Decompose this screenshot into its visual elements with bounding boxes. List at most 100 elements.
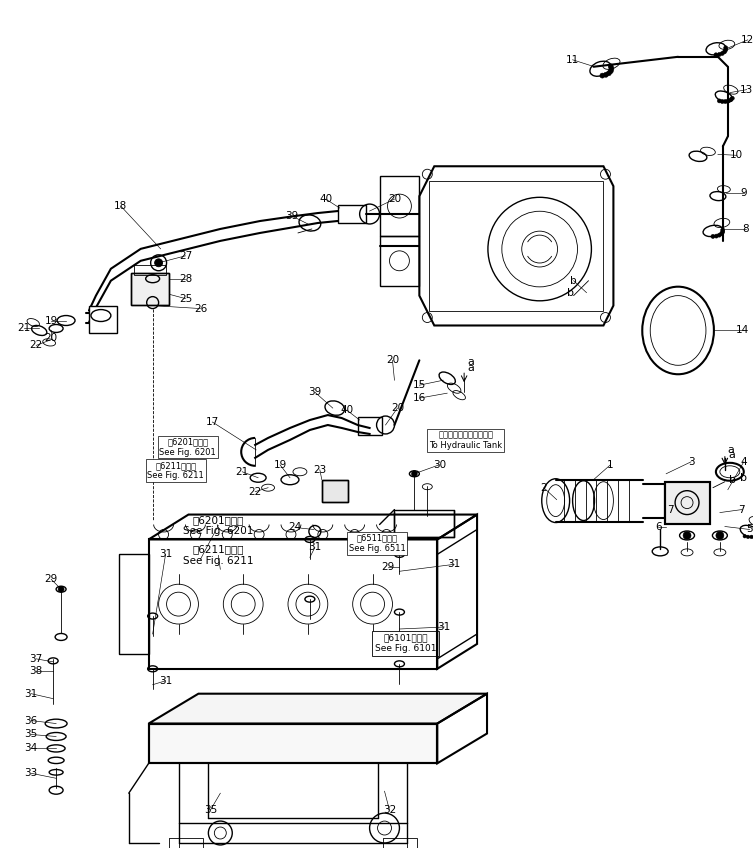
Circle shape [711,235,715,238]
Text: a: a [729,450,735,460]
Text: 13: 13 [740,85,753,94]
Bar [149,723,437,763]
Text: 37: 37 [29,654,43,664]
Text: 19: 19 [45,315,58,326]
Text: b: b [740,473,747,483]
Circle shape [714,234,718,238]
Circle shape [723,99,727,104]
Polygon shape [149,694,487,723]
Circle shape [753,535,755,538]
Circle shape [609,66,614,71]
Circle shape [721,230,725,234]
Circle shape [730,96,735,100]
Text: 第6201図参照
See Fig. 6201: 第6201図参照 See Fig. 6201 [159,437,216,456]
Text: 20: 20 [391,403,404,413]
Text: 6: 6 [655,523,661,532]
Circle shape [743,535,747,538]
Bar [337,205,365,223]
Text: 18: 18 [114,201,128,211]
Bar [131,273,168,304]
Circle shape [721,228,725,232]
Text: 31: 31 [448,559,461,570]
Text: 40: 40 [341,405,353,415]
Text: 39: 39 [285,211,298,221]
Text: a: a [467,363,474,373]
Text: 32: 32 [383,805,396,815]
Bar [430,181,603,310]
Text: b: b [729,475,736,484]
Bar [322,479,348,502]
Text: 10: 10 [730,150,744,161]
Circle shape [717,99,721,103]
Bar [134,265,165,275]
Bar [119,554,149,654]
Text: 1: 1 [607,460,614,470]
Text: 11: 11 [566,54,579,65]
Text: 29: 29 [45,575,58,584]
Text: 31: 31 [159,549,172,559]
Text: 39: 39 [308,387,322,397]
Text: 9: 9 [741,188,747,198]
Text: 36: 36 [25,716,38,726]
Circle shape [600,73,605,78]
Text: 22: 22 [29,340,43,350]
Circle shape [606,71,612,76]
Text: a: a [728,445,735,455]
Circle shape [729,98,732,102]
Bar [119,554,149,654]
Circle shape [714,53,718,57]
Text: 2: 2 [541,483,547,493]
Bar [394,510,455,537]
Text: 30: 30 [433,460,445,470]
Text: 20: 20 [386,355,399,366]
Circle shape [723,50,726,54]
Bar [358,417,381,435]
Text: 3: 3 [688,456,695,467]
Bar [149,723,437,763]
Text: 31: 31 [25,688,38,699]
Circle shape [603,72,609,77]
Circle shape [720,99,724,104]
Text: 15: 15 [413,380,426,390]
Text: 26: 26 [194,303,207,314]
Circle shape [716,531,724,540]
Text: 27: 27 [179,251,192,261]
Text: 21: 21 [17,324,31,333]
Circle shape [609,64,613,69]
Text: 第6201図参照
See Fig. 6201: 第6201図参照 See Fig. 6201 [183,515,254,536]
Bar [131,273,168,304]
Bar [380,236,419,286]
Text: 23: 23 [313,465,326,475]
Circle shape [58,586,64,592]
Text: b: b [570,275,577,286]
Text: 19: 19 [273,460,287,470]
Text: 第6511図参照
See Fig. 6511: 第6511図参照 See Fig. 6511 [349,534,405,553]
Text: 5: 5 [747,524,753,535]
Text: 31: 31 [308,542,322,552]
Circle shape [717,233,721,237]
Text: 8: 8 [742,224,749,234]
Text: 4: 4 [741,456,747,467]
Circle shape [720,51,724,55]
Circle shape [411,471,418,477]
Text: 33: 33 [25,768,38,779]
Text: ハイドロリックタンクへ
To Hydraulic Tank: ハイドロリックタンクへ To Hydraulic Tank [429,431,502,450]
Text: 第6211図参照
See Fig. 6211: 第6211図参照 See Fig. 6211 [183,545,254,566]
Text: 35: 35 [204,805,217,815]
Text: 第6101図参照
See Fig. 6101: 第6101図参照 See Fig. 6101 [374,633,436,653]
Text: 38: 38 [29,666,43,676]
Text: b: b [566,287,574,298]
Text: 20: 20 [45,333,57,343]
Text: 28: 28 [179,274,192,284]
Text: 25: 25 [179,293,192,303]
Circle shape [724,46,728,50]
Bar [665,482,710,524]
Text: 34: 34 [25,744,38,753]
Text: 20: 20 [388,194,401,204]
Text: 29: 29 [381,563,394,572]
Text: 16: 16 [413,394,426,403]
Text: 31: 31 [159,676,172,686]
Bar [383,838,418,850]
Circle shape [726,99,730,103]
Circle shape [750,536,753,539]
